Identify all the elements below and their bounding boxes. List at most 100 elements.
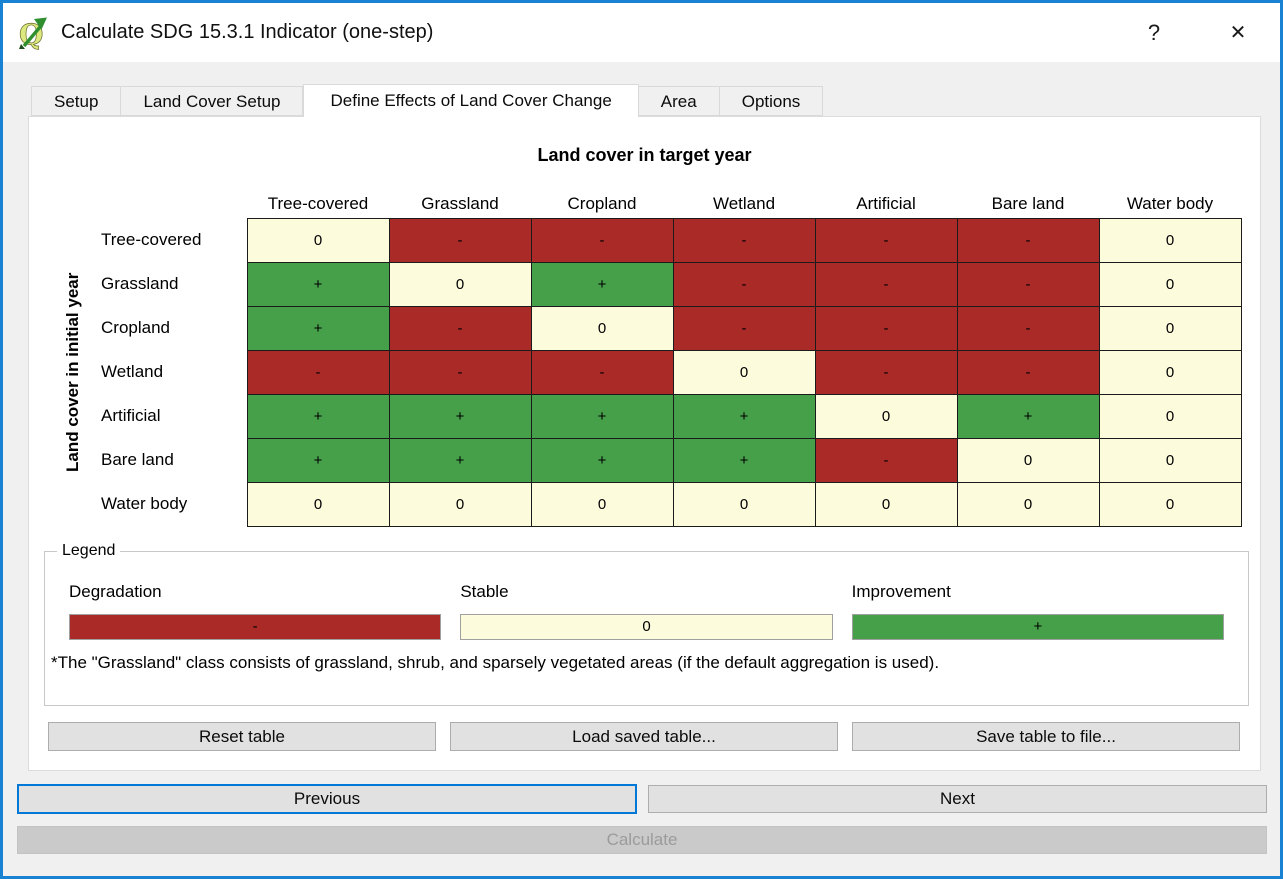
target-year-axis-label: Land cover in target year: [537, 145, 752, 165]
legend-swatch: 0: [460, 614, 833, 640]
matrix-cell[interactable]: +: [246, 305, 390, 351]
matrix-cell[interactable]: 0: [246, 217, 390, 263]
matrix-col-header: Cropland: [567, 193, 637, 213]
matrix-cell[interactable]: 0: [530, 305, 674, 351]
save-table-to-file-button[interactable]: Save table to file...: [852, 722, 1240, 751]
load-saved-table-button[interactable]: Load saved table...: [450, 722, 838, 751]
matrix-cell[interactable]: 0: [1098, 305, 1242, 351]
matrix-cell[interactable]: -: [388, 305, 532, 351]
tab-area[interactable]: Area: [638, 86, 720, 116]
matrix-cell[interactable]: 0: [388, 261, 532, 307]
matrix-col-header: Bare land: [991, 193, 1065, 213]
matrix-row-header: Bare land: [101, 450, 174, 469]
legend-label: Degradation: [69, 582, 162, 601]
matrix-cell[interactable]: +: [530, 393, 674, 439]
matrix-cell[interactable]: -: [388, 217, 532, 263]
matrix-cell[interactable]: -: [956, 305, 1100, 351]
legend-entry: Improvement +: [851, 582, 1224, 640]
matrix-cell[interactable]: +: [246, 393, 390, 439]
matrix-cell[interactable]: +: [246, 261, 390, 307]
matrix-cell[interactable]: 0: [814, 481, 958, 527]
matrix-cell[interactable]: +: [530, 261, 674, 307]
legend-entries: Degradation - Stable 0 Improvement +: [45, 552, 1248, 640]
legend-title: Legend: [57, 542, 121, 560]
matrix-cell[interactable]: 0: [672, 481, 816, 527]
matrix-cell[interactable]: +: [530, 437, 674, 483]
matrix-col-header: Tree-covered: [267, 193, 369, 213]
matrix-cell[interactable]: +: [388, 437, 532, 483]
title-bar: Q Calculate SDG 15.3.1 Indicator (one-st…: [3, 3, 1280, 62]
matrix-cell[interactable]: 0: [530, 481, 674, 527]
window-title: Calculate SDG 15.3.1 Indicator (one-step…: [61, 21, 434, 43]
tab-options[interactable]: Options: [719, 86, 824, 116]
legend-label: Improvement: [851, 582, 951, 601]
legend-groupbox: Legend Degradation - Stable 0 Improvement + *…: [44, 542, 1249, 706]
matrix-cell[interactable]: -: [956, 217, 1100, 263]
matrix-cell[interactable]: 0: [1098, 349, 1242, 395]
next-button[interactable]: Next: [648, 785, 1267, 813]
matrix-col-header: Artificial: [856, 193, 916, 213]
matrix-cell[interactable]: -: [388, 349, 532, 395]
tab-bar: Setup Land Cover Setup Define Effects of L…: [31, 84, 824, 117]
table-button-row: Reset table Load saved table... Save table…: [48, 722, 1240, 751]
land-cover-transition-matrix: Tree-covered Grassland Cropland Wetland Arti…: [95, 189, 1242, 527]
matrix-cell[interactable]: -: [672, 217, 816, 263]
matrix-cell[interactable]: +: [956, 393, 1100, 439]
matrix-row-header: Water body: [101, 494, 188, 513]
matrix-cell[interactable]: -: [246, 349, 390, 395]
legend-entry: Degradation -: [69, 582, 442, 640]
matrix-col-header: Wetland: [712, 193, 776, 213]
matrix-cell[interactable]: 0: [1098, 261, 1242, 307]
matrix-cell[interactable]: 0: [1098, 217, 1242, 263]
matrix-row-header: Wetland: [101, 362, 164, 381]
matrix-cell[interactable]: +: [388, 393, 532, 439]
matrix-cell[interactable]: +: [672, 437, 816, 483]
matrix-col-header: Grassland: [421, 193, 499, 213]
matrix-cell[interactable]: 0: [672, 349, 816, 395]
matrix-cell[interactable]: -: [530, 349, 674, 395]
matrix-cell[interactable]: 0: [814, 393, 958, 439]
help-button[interactable]: ?: [1147, 19, 1161, 45]
matrix-cell[interactable]: -: [814, 261, 958, 307]
tab-define-effects-of-land-cover-change[interactable]: Define Effects of Land Cover Change: [303, 84, 639, 117]
tab-pane: Land cover in target year Land cover in …: [28, 116, 1261, 771]
matrix-row-header: Tree-covered: [101, 230, 202, 249]
matrix-cell[interactable]: -: [814, 217, 958, 263]
matrix-cell[interactable]: -: [956, 349, 1100, 395]
initial-year-axis-label: Land cover in initial year: [63, 272, 82, 472]
legend-swatch: -: [69, 614, 442, 640]
legend-entry: Stable 0: [460, 582, 833, 640]
matrix-row-header: Grassland: [101, 274, 179, 293]
matrix-cell[interactable]: +: [672, 393, 816, 439]
legend-label: Stable: [460, 582, 509, 601]
matrix-cell[interactable]: -: [814, 349, 958, 395]
matrix-cell[interactable]: 0: [1098, 481, 1242, 527]
matrix-cell[interactable]: 0: [1098, 437, 1242, 483]
tab-setup[interactable]: Setup: [31, 86, 122, 116]
matrix-row-header: Cropland: [101, 318, 170, 337]
matrix-cell[interactable]: 0: [1098, 393, 1242, 439]
matrix-cell[interactable]: -: [672, 305, 816, 351]
matrix-cell[interactable]: 0: [246, 481, 390, 527]
matrix-cell[interactable]: -: [956, 261, 1100, 307]
matrix-cell[interactable]: +: [246, 437, 390, 483]
tab-land-cover-setup[interactable]: Land Cover Setup: [121, 86, 304, 116]
matrix-cell[interactable]: -: [530, 217, 674, 263]
reset-table-button[interactable]: Reset table: [48, 722, 436, 751]
matrix-cell[interactable]: 0: [956, 437, 1100, 483]
matrix-cell[interactable]: 0: [388, 481, 532, 527]
matrix-cell[interactable]: -: [814, 305, 958, 351]
matrix-col-header: Water body: [1126, 193, 1214, 213]
close-icon[interactable]: ✕: [1229, 22, 1247, 44]
previous-button[interactable]: Previous: [17, 784, 637, 814]
matrix-cell[interactable]: 0: [956, 481, 1100, 527]
matrix-corner-spacer: [95, 189, 247, 218]
grassland-footnote: *The "Grassland" class consists of grass…: [51, 653, 940, 672]
calculate-button[interactable]: Calculate: [17, 826, 1267, 854]
matrix-row-header: Artificial: [101, 406, 161, 425]
matrix-cell[interactable]: -: [672, 261, 816, 307]
legend-swatch: +: [851, 614, 1224, 640]
qgis-logo-icon: Q: [19, 17, 47, 50]
matrix-cell[interactable]: -: [814, 437, 958, 483]
